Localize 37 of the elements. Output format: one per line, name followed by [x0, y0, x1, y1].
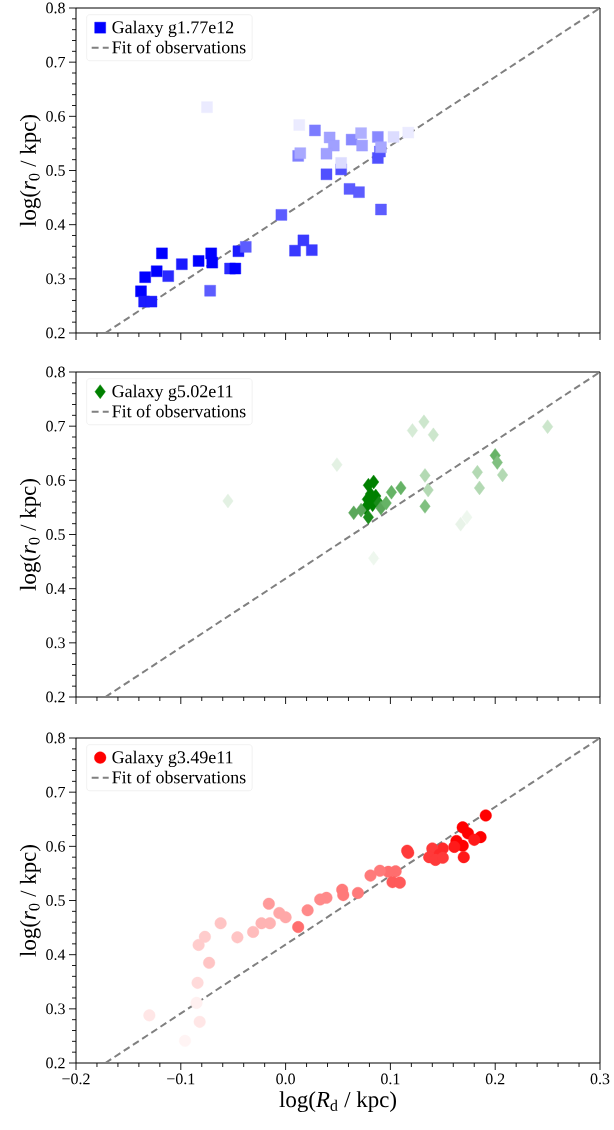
y-tick-label: 0.4 — [46, 219, 66, 231]
y-tick-label: 0.7 — [46, 786, 66, 798]
x-tick-label: 0.3 — [590, 1073, 610, 1085]
y-axis-title: log(r$_{0}$ / kpc) — [19, 479, 41, 591]
legend-label: Galaxy g5.02e11 — [112, 384, 233, 402]
x-tick-label: 0.2 — [485, 1073, 505, 1085]
y-axis-title: log(r$_{0}$ / kpc) — [19, 845, 41, 957]
y-tick-label: 0.4 — [46, 949, 66, 961]
y-tick-label: 0.2 — [46, 327, 65, 339]
y-tick-label: 0.6 — [46, 474, 66, 486]
y-tick-label: 0.3 — [46, 637, 65, 649]
y-tick-label: 0.6 — [46, 110, 66, 122]
x-tick-label: 0.1 — [381, 1073, 400, 1085]
y-tick-label: 0.6 — [46, 840, 66, 852]
y-tick-label: 0.7 — [46, 420, 66, 432]
legend-label: Fit of observations — [112, 404, 246, 418]
y-tick-label: 0.8 — [46, 2, 65, 14]
x-tick-label: 0.0 — [276, 1073, 295, 1085]
y-tick-label: 0.3 — [46, 273, 65, 285]
y-tick-label: 0.2 — [46, 1057, 65, 1069]
y-tick-label: 0.7 — [46, 56, 66, 68]
y-tick-label: 0.4 — [46, 583, 66, 595]
y-tick-label: 0.8 — [46, 366, 65, 378]
y-tick-label: 0.3 — [46, 1003, 65, 1015]
x-tick-label: −0.2 — [62, 1073, 90, 1085]
y-axis-title: log(r$_{0}$ / kpc) — [19, 115, 41, 227]
legend-label: Galaxy g1.77e12 — [112, 20, 234, 38]
y-tick-label: 0.5 — [46, 165, 65, 176]
legend-label: Fit of observations — [112, 770, 246, 784]
y-tick-label: 0.8 — [46, 732, 65, 744]
x-tick-label: −0.1 — [167, 1073, 195, 1085]
legend-label: Fit of observations — [112, 40, 246, 54]
y-tick-label: 0.5 — [46, 895, 65, 906]
x-axis-title: log(R$_{d}$ / kpc) — [279, 1091, 396, 1113]
y-tick-label: 0.2 — [46, 691, 65, 703]
legend-label: Galaxy g3.49e11 — [112, 750, 233, 768]
y-tick-label: 0.5 — [46, 529, 65, 540]
